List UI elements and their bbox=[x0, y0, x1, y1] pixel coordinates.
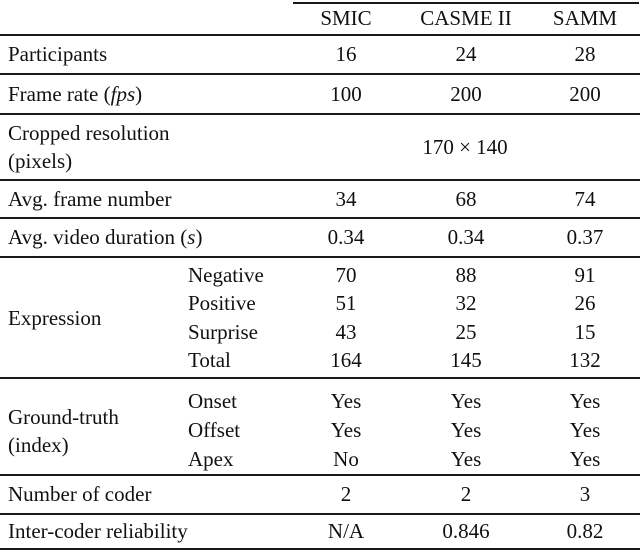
row-label-expression: Expression bbox=[8, 305, 102, 330]
cell-avg-duration-samm: 0.37 bbox=[566, 225, 604, 249]
avg-duration-label-suffix: ) bbox=[195, 225, 203, 249]
cell-apex-casme2: Yes bbox=[450, 447, 482, 471]
frame-rate-label-prefix: Frame rate ( bbox=[8, 81, 111, 106]
cell-negative-casme2: 88 bbox=[455, 262, 477, 287]
sublabel-offset: Offset bbox=[188, 418, 241, 442]
table-row-number-of-coder: Number of coder 2 2 3 bbox=[0, 476, 640, 515]
row-label-inter-coder-reliability: Inter-coder reliability bbox=[8, 519, 188, 543]
row-label-cropped-resolution: Cropped resolution (pixels) bbox=[0, 119, 290, 175]
cell-frame-rate-casme2: 200 bbox=[450, 81, 482, 106]
table-row-participants: Participants 16 24 28 bbox=[0, 36, 640, 75]
cell-coder-casme2: 2 bbox=[460, 482, 472, 506]
row-label-avg-frame-number: Avg. frame number bbox=[8, 186, 172, 211]
cell-total-smic: 164 bbox=[330, 348, 362, 373]
row-label-number-of-coder: Number of coder bbox=[8, 482, 152, 506]
column-header-smic: SMIC bbox=[320, 5, 372, 30]
cell-onset-casme2: Yes bbox=[450, 389, 482, 413]
frame-rate-label-fps: fps bbox=[110, 81, 136, 106]
cell-avg-frame-smic: 34 bbox=[335, 186, 357, 211]
cell-positive-casme2: 32 bbox=[455, 291, 477, 316]
cell-frame-rate-samm: 200 bbox=[569, 81, 601, 106]
table-row-inter-coder-reliability: Inter-coder reliability N/A 0.846 0.82 bbox=[0, 515, 640, 550]
cell-total-samm: 132 bbox=[569, 348, 601, 373]
table-row-cropped-resolution: Cropped resolution (pixels) 170 × 140 bbox=[0, 115, 640, 181]
cell-avg-duration-casme2: 0.34 bbox=[447, 225, 485, 249]
column-header-samm: SAMM bbox=[552, 5, 618, 30]
ground-truth-label-line1: Ground-truth bbox=[8, 404, 119, 429]
table-row-expression: Expression Negative 70 88 91 Positive 51… bbox=[0, 258, 640, 379]
cell-negative-samm: 91 bbox=[574, 262, 596, 287]
table-row-frame-rate: Frame rate (fps) 100 200 200 bbox=[0, 75, 640, 115]
sublabel-positive: Positive bbox=[188, 291, 256, 316]
sublabel-apex: Apex bbox=[188, 447, 234, 471]
avg-duration-label-s: s bbox=[187, 225, 196, 249]
cell-reliability-casme2: 0.846 bbox=[442, 519, 490, 543]
cell-participants-smic: 16 bbox=[335, 42, 357, 66]
row-label-ground-truth: Ground-truth (index) bbox=[0, 403, 188, 459]
cell-offset-casme2: Yes bbox=[450, 418, 482, 442]
cell-coder-smic: 2 bbox=[340, 482, 352, 506]
cropped-resolution-label-line2: (pixels) bbox=[8, 149, 73, 173]
frame-rate-label-suffix: ) bbox=[135, 81, 143, 106]
table-header-row: SMIC CASME II SAMM bbox=[0, 0, 640, 36]
cell-avg-frame-casme2: 68 bbox=[455, 186, 477, 211]
avg-duration-label-prefix: Avg. video duration ( bbox=[8, 225, 188, 249]
cell-positive-smic: 51 bbox=[335, 291, 357, 316]
table-top-rule bbox=[293, 2, 639, 4]
cell-apex-samm: Yes bbox=[569, 447, 601, 471]
table-row-avg-frame-number: Avg. frame number 34 68 74 bbox=[0, 181, 640, 219]
cell-reliability-smic: N/A bbox=[327, 519, 365, 543]
cell-total-casme2: 145 bbox=[450, 348, 482, 373]
cell-surprise-casme2: 25 bbox=[455, 319, 477, 344]
cell-avg-frame-samm: 74 bbox=[574, 186, 596, 211]
cell-apex-smic: No bbox=[333, 447, 359, 471]
sublabel-surprise: Surprise bbox=[188, 319, 258, 344]
table-row-avg-video-duration: Avg. video duration (s) 0.34 0.34 0.37 bbox=[0, 219, 640, 258]
column-header-casme2: CASME II bbox=[420, 5, 512, 30]
row-label-avg-video-duration: Avg. video duration (s) bbox=[0, 225, 290, 250]
sublabel-total: Total bbox=[188, 348, 231, 373]
cell-participants-casme2: 24 bbox=[455, 42, 477, 66]
cell-onset-samm: Yes bbox=[569, 389, 601, 413]
cell-frame-rate-smic: 100 bbox=[330, 81, 362, 106]
cell-negative-smic: 70 bbox=[335, 262, 357, 287]
cell-reliability-samm: 0.82 bbox=[566, 519, 604, 543]
cell-onset-smic: Yes bbox=[330, 389, 362, 413]
cell-coder-samm: 3 bbox=[579, 482, 591, 506]
row-label-frame-rate: Frame rate (fps) bbox=[0, 82, 290, 107]
table-row-ground-truth: Ground-truth (index) Onset Yes Yes Yes O… bbox=[0, 379, 640, 476]
cell-avg-duration-smic: 0.34 bbox=[327, 225, 365, 249]
cell-offset-smic: Yes bbox=[330, 418, 362, 442]
cell-surprise-samm: 15 bbox=[574, 319, 596, 344]
row-label-participants: Participants bbox=[8, 42, 108, 66]
cropped-resolution-label-line1: Cropped resolution bbox=[8, 121, 170, 145]
sublabel-onset: Onset bbox=[188, 389, 237, 413]
cell-cropped-resolution-merged: 170 × 140 bbox=[422, 134, 508, 159]
cell-positive-samm: 26 bbox=[574, 291, 596, 316]
cell-surprise-smic: 43 bbox=[335, 319, 357, 344]
cell-offset-samm: Yes bbox=[569, 418, 601, 442]
ground-truth-label-line2: (index) bbox=[8, 432, 69, 457]
cell-participants-samm: 28 bbox=[574, 42, 596, 66]
sublabel-negative: Negative bbox=[188, 262, 264, 287]
